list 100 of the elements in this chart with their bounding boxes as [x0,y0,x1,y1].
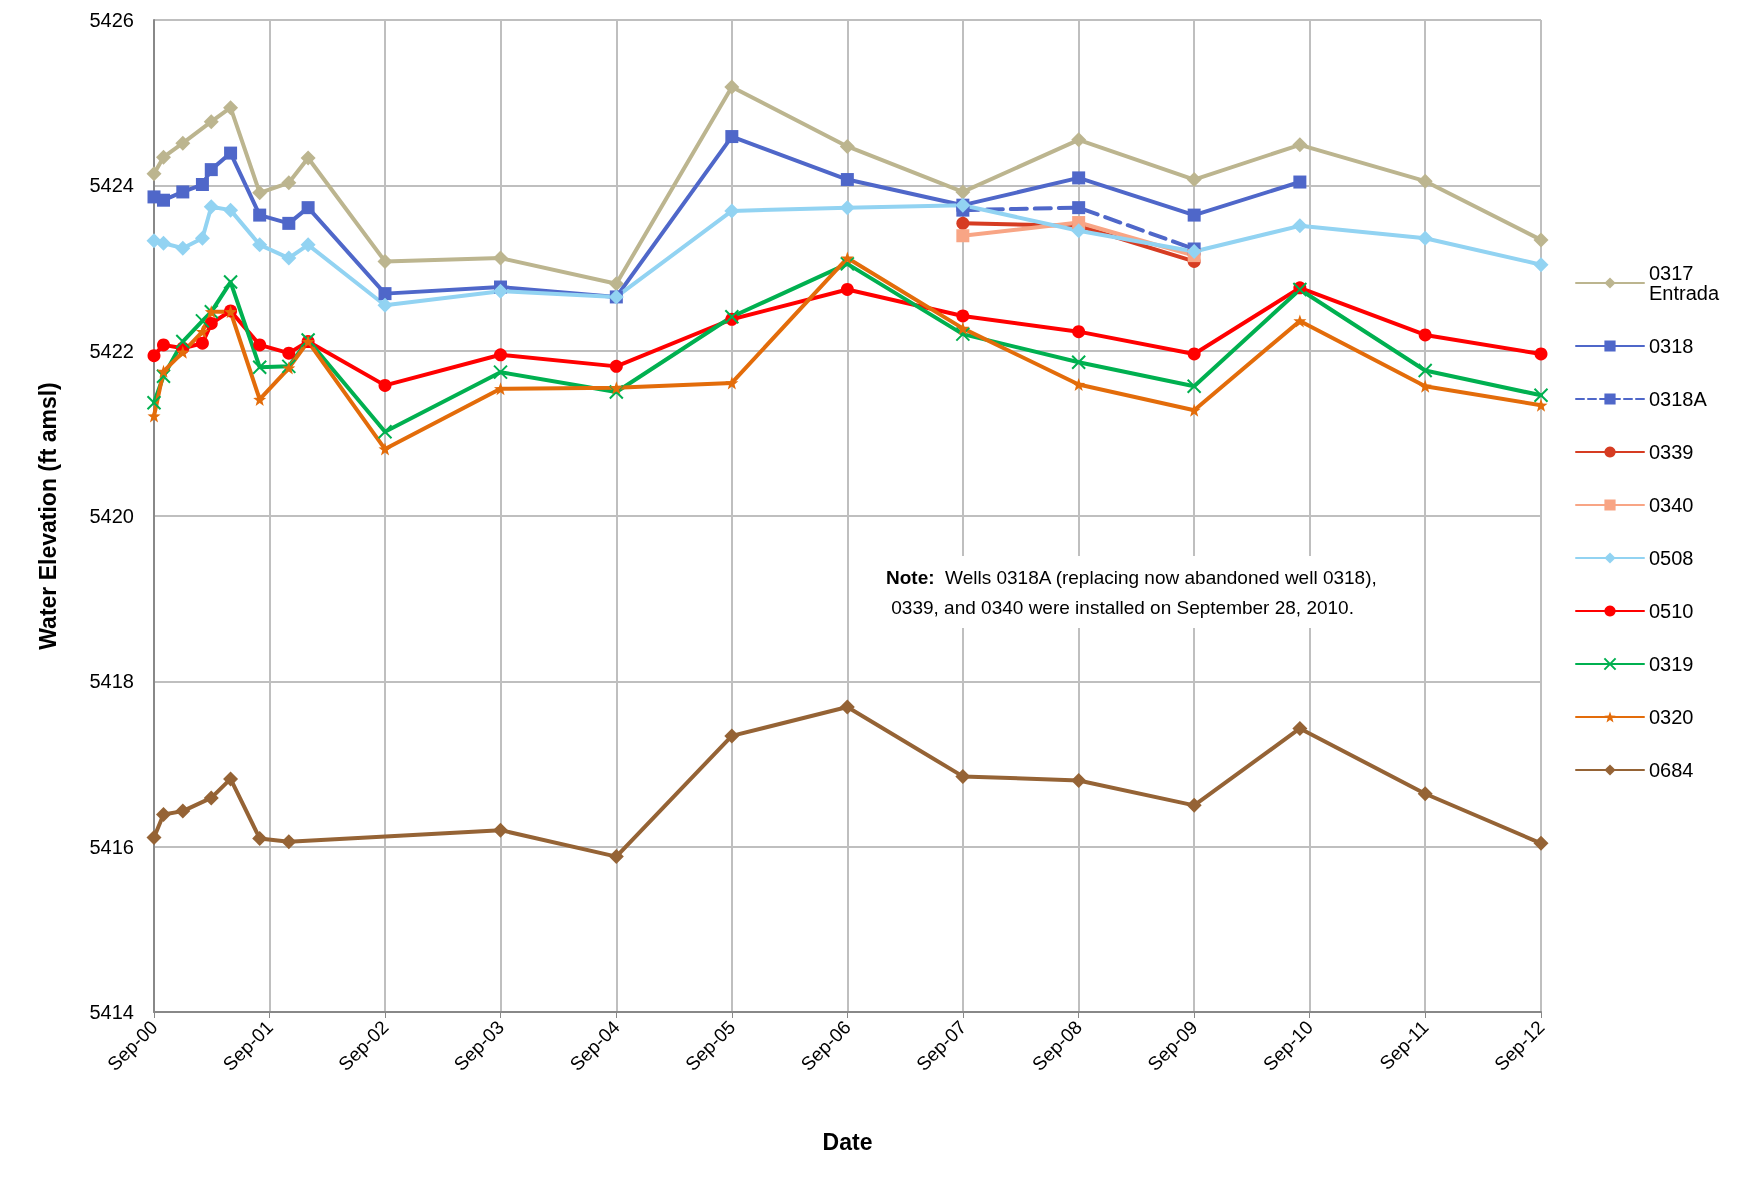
point [223,100,239,116]
point [1072,171,1086,185]
y-tick-label: 5426 [89,9,134,31]
point [156,364,170,378]
point [194,230,210,246]
point [204,316,218,330]
point [1418,379,1432,393]
point [155,368,171,384]
point [146,166,162,182]
point [204,163,218,177]
point [724,203,740,219]
point [609,359,623,373]
point [1418,328,1432,342]
point [203,199,219,215]
point [252,185,268,201]
point [253,208,267,222]
point [609,381,623,395]
point [1533,835,1549,851]
point [1292,720,1308,736]
point [282,216,296,230]
point [608,849,624,865]
point [1186,172,1202,188]
point [1187,208,1201,222]
legend-label: 0318 [1649,335,1694,357]
point [282,346,296,360]
point [156,193,170,207]
point [176,345,190,359]
point [377,424,393,440]
point [203,114,219,130]
y-tick-label: 5414 [89,1001,134,1023]
point [176,185,190,199]
point [203,790,219,806]
y-tick-label: 5422 [89,339,134,362]
point [839,138,855,154]
point [494,348,508,362]
point [608,384,624,400]
point [252,359,268,375]
point [195,325,209,339]
point [253,392,267,406]
y-tick-label: 5418 [89,670,134,693]
point [1533,387,1549,403]
point [223,202,239,218]
point [1072,325,1086,339]
point [175,334,191,350]
point [155,235,171,251]
point [839,256,855,272]
legend-label: 0318A [1649,388,1708,410]
legend-label: 0320 [1649,706,1694,728]
point [281,175,297,191]
point [377,297,393,313]
legend-label: 0319 [1649,653,1694,675]
point [281,834,297,850]
point [956,216,970,230]
legend-label: 0508 [1649,547,1694,569]
point [281,250,297,266]
point [1533,232,1549,248]
point [1071,132,1087,148]
point [223,274,239,290]
point [1072,378,1086,392]
point [253,338,267,352]
point [1534,347,1548,361]
y-tick-label: 5424 [89,174,134,197]
point [175,135,191,151]
point [840,173,854,187]
point [955,326,971,342]
point [1417,786,1433,802]
point [839,699,855,715]
point [1071,223,1087,239]
point [1293,175,1307,189]
point [840,251,854,265]
point [252,237,268,253]
point [955,184,971,200]
point [493,250,509,266]
point [146,830,162,846]
point [146,395,162,411]
point [1417,363,1433,379]
point [840,283,854,296]
point [175,240,191,256]
point [1186,378,1202,394]
point [157,338,170,352]
point [155,806,171,822]
point [1533,257,1549,273]
point [725,130,739,144]
y-tick-label: 5420 [89,505,134,527]
point [839,200,855,216]
point [493,364,509,380]
point [1186,797,1202,813]
point [252,830,268,846]
legend-label: 0317 Entrada [1649,262,1720,304]
point [1071,773,1087,789]
point [608,276,624,292]
point [956,321,970,335]
x-axis-title: Date [822,1128,873,1155]
legend-label: 0339 [1649,441,1694,463]
point [224,146,238,160]
point [955,768,971,784]
point [724,728,740,744]
point [377,253,393,269]
point [378,442,392,456]
point [956,229,970,243]
